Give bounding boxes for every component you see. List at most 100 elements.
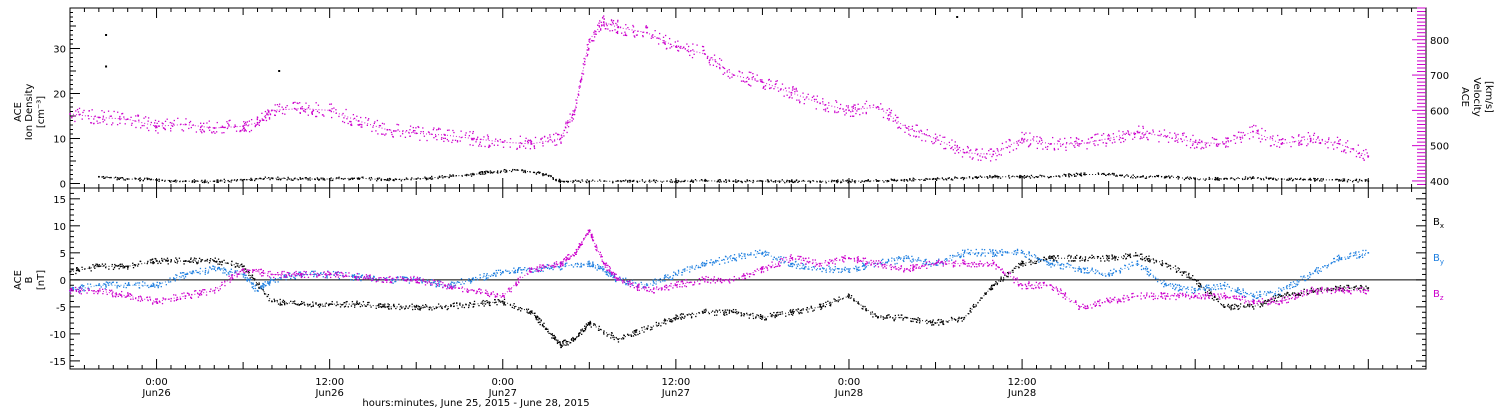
data-point (1108, 135, 1111, 137)
data-point (1059, 264, 1061, 266)
data-point (597, 24, 599, 26)
data-point (742, 80, 744, 82)
data-point (148, 129, 150, 132)
data-point (131, 122, 133, 124)
data-point (79, 113, 81, 116)
data-point (1123, 176, 1126, 178)
data-point (600, 28, 602, 30)
data-point (263, 283, 265, 286)
data-point (77, 269, 79, 272)
data-point (768, 181, 770, 183)
data-point (688, 50, 690, 53)
data-point (359, 305, 362, 308)
data-point (453, 131, 455, 134)
data-point (1134, 136, 1136, 138)
data-point (713, 262, 716, 264)
data-point (271, 279, 273, 281)
data-point (277, 281, 279, 283)
data-point (764, 85, 767, 87)
data-point (378, 306, 380, 308)
data-point (1298, 134, 1300, 136)
data-point (1106, 259, 1108, 261)
data-point (491, 142, 493, 145)
data-point (534, 136, 537, 139)
data-point (204, 271, 206, 273)
data-point (552, 176, 554, 179)
data-point (1083, 174, 1085, 176)
data-point (824, 108, 827, 110)
data-point (779, 259, 782, 261)
data-point (906, 180, 909, 182)
data-point (1012, 175, 1014, 177)
data-point (823, 267, 825, 270)
data-point (208, 120, 210, 122)
data-point (959, 256, 961, 259)
data-point (841, 270, 843, 272)
data-point (1163, 129, 1166, 131)
data-point (945, 258, 948, 260)
data-point (485, 170, 487, 172)
data-point (592, 261, 594, 263)
data-point (761, 315, 764, 317)
data-point (248, 278, 250, 280)
data-point (514, 269, 517, 272)
data-point (1225, 177, 1227, 180)
data-point (989, 248, 991, 251)
data-point (1196, 143, 1199, 145)
data-point (195, 258, 197, 260)
top-right-tick-label: 400 (1430, 177, 1449, 188)
data-point (155, 284, 158, 287)
data-point (217, 258, 220, 260)
data-point (1111, 255, 1113, 257)
data-point (1342, 180, 1344, 182)
data-point (825, 182, 827, 184)
data-point (412, 277, 415, 279)
data-point (933, 324, 935, 326)
data-point (184, 273, 187, 276)
data-point (316, 110, 319, 112)
data-point (301, 108, 304, 110)
data-point (984, 156, 986, 158)
data-point (422, 307, 424, 309)
data-point (1210, 293, 1213, 295)
data-point (967, 252, 970, 255)
data-point (400, 305, 402, 307)
data-point (199, 267, 202, 270)
data-point (614, 279, 617, 281)
data-point (1004, 251, 1007, 253)
data-point (597, 263, 599, 266)
data-point (837, 180, 839, 183)
data-point (205, 259, 207, 262)
data-point (603, 25, 605, 27)
data-point (655, 283, 657, 285)
data-point (479, 171, 482, 173)
data-point (570, 264, 573, 266)
data-point (1225, 145, 1227, 147)
data-point (576, 336, 578, 338)
data-point (765, 254, 767, 256)
data-point (176, 274, 178, 277)
data-point (821, 270, 823, 273)
data-point (164, 128, 166, 131)
data-point (148, 286, 150, 289)
data-point (103, 265, 105, 267)
data-point (543, 326, 545, 328)
data-point (1339, 285, 1342, 287)
data-point (486, 300, 488, 302)
data-point (358, 302, 361, 304)
data-point (124, 282, 127, 285)
data-point (872, 316, 874, 318)
data-point (288, 178, 290, 180)
data-point (723, 67, 725, 70)
data-point (262, 288, 264, 290)
data-point (465, 303, 467, 306)
data-point (312, 110, 314, 112)
data-point (217, 263, 219, 265)
data-point (1365, 285, 1367, 287)
data-point (738, 70, 740, 72)
data-point (1225, 137, 1227, 139)
data-point (1124, 139, 1127, 141)
data-point (759, 317, 762, 319)
data-point (1293, 292, 1296, 294)
data-point (656, 325, 658, 327)
